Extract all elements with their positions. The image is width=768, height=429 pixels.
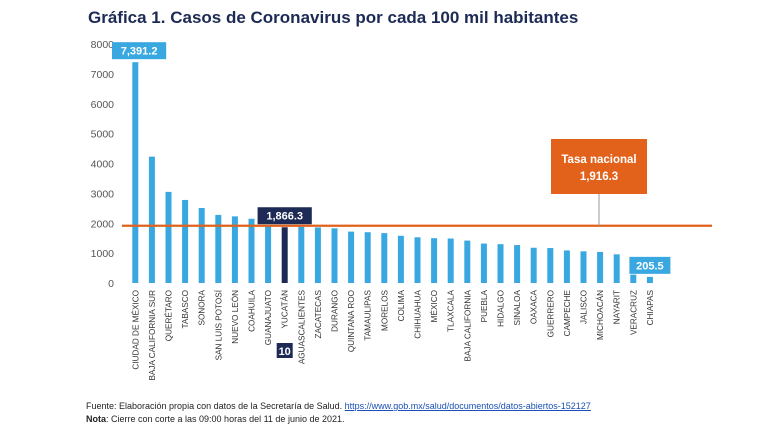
note-text: : Cierre con corte a las 09:00 horas del… [106, 413, 345, 424]
bar [447, 238, 454, 283]
bar [514, 245, 521, 283]
footer: Fuente: Elaboración propia con datos de … [86, 400, 591, 425]
national-rate-value: 1,916.3 [580, 171, 618, 183]
x-tick-label: ZACATECAS [314, 289, 323, 338]
x-tick-label: SINALOA [513, 289, 522, 325]
data-label-box [112, 42, 167, 60]
bar [281, 227, 288, 283]
x-tick-label: TAMAULIPAS [364, 289, 373, 340]
y-tick-label: 8000 [91, 39, 115, 51]
bar [348, 231, 355, 283]
x-tick-label: SAN LUIS POTOSÍ [213, 289, 223, 360]
data-label: 205.5 [636, 260, 664, 272]
x-tick-label: COLIMA [397, 289, 406, 321]
source-link[interactable]: https://www.gob.mx/salud/documentos/dato… [344, 401, 591, 411]
rank-badge [276, 343, 293, 358]
x-tick-label: NAYARIT [613, 290, 622, 324]
rank-badge-label: 10 [279, 346, 291, 358]
x-tick-label: CHIHUAHUA [414, 289, 423, 338]
bar [613, 254, 620, 283]
bar [231, 216, 238, 283]
bar [630, 274, 637, 283]
y-tick-label: 7000 [91, 69, 115, 81]
y-tick-label: 1000 [91, 248, 115, 260]
x-tick-label: QUERÉTARO [164, 290, 174, 341]
y-tick-label: 5000 [91, 129, 115, 141]
x-tick-label: CAMPECHE [563, 289, 572, 336]
bar [563, 250, 570, 283]
bar [364, 232, 371, 283]
x-tick-label: DURANGO [331, 290, 340, 332]
bar [646, 276, 653, 283]
x-tick-label: CHIAPAS [646, 289, 655, 325]
note-label: Nota [86, 413, 106, 424]
x-tick-label: BAJA CALIFORNIA [463, 289, 472, 361]
bars-group [132, 62, 653, 284]
bar [331, 228, 338, 283]
bar [414, 237, 421, 283]
y-tick-label: 2000 [91, 218, 115, 230]
y-tick-label: 6000 [91, 99, 115, 111]
y-tick-label: 0 [108, 278, 114, 290]
bar [182, 199, 189, 283]
bar [464, 240, 471, 283]
x-tick-label: COAHUILA [248, 289, 257, 331]
source-text: Fuente: Elaboración propia con datos de … [86, 401, 345, 411]
x-tick-label: HIDALGO [497, 290, 506, 327]
data-callouts: Tasa nacional 1,916.3 7,391.2 1,866.3 205.5 1… [112, 42, 671, 358]
bar [397, 235, 404, 283]
bar [132, 62, 139, 284]
bar-chart: 0 1000 2000 3000 4000 5000 6000 7000 8000 CIUDAD… [91, 39, 712, 381]
x-tick-label: TLAXCALA [447, 289, 456, 331]
x-tick-label: BAJA CALIFORNIA SUR [148, 290, 157, 381]
bar [530, 247, 537, 283]
x-tick-label: YUCATÁN [280, 290, 290, 329]
bar [265, 226, 272, 283]
bar [248, 218, 255, 283]
x-tick-label: JALISCO [580, 290, 589, 324]
bar [381, 233, 388, 283]
bar [597, 251, 604, 283]
y-tick-label: 4000 [91, 159, 115, 171]
x-tick-label: MORELOS [380, 289, 389, 330]
source-line: Fuente: Elaboración propia con datos de … [86, 400, 591, 413]
bar [497, 244, 504, 283]
bar [148, 156, 155, 283]
x-tick-label: MÉXICO [429, 290, 439, 322]
data-label: 1,866.3 [266, 211, 303, 223]
bar [198, 208, 205, 283]
y-tick-label: 3000 [91, 188, 115, 200]
bar [215, 214, 222, 283]
x-tick-label: OAXACA [530, 289, 539, 324]
x-tick-label: AGUASCALIENTES [297, 289, 306, 364]
x-tick-label: NUEVO LEÓN [230, 290, 240, 344]
bar [547, 248, 554, 283]
bar [165, 191, 172, 283]
bar [431, 238, 438, 283]
x-tick-label: GUERRERO [546, 290, 555, 337]
data-label-box [257, 207, 312, 225]
bar [480, 243, 487, 283]
y-axis: 0 1000 2000 3000 4000 5000 6000 7000 8000 [91, 39, 115, 290]
note-line: Nota: Cierre con corte a las 09:00 horas… [86, 413, 591, 426]
x-tick-label: TABASCO [181, 290, 190, 329]
data-label: 7,391.2 [121, 46, 158, 58]
x-tick-label: GUANAJUATO [264, 290, 273, 345]
x-tick-label: SONORA [198, 289, 207, 325]
bar [298, 226, 305, 283]
bar [580, 251, 587, 283]
x-tick-label: VERACRUZ [629, 290, 638, 335]
bar [314, 227, 321, 283]
data-label-box [629, 256, 671, 274]
x-axis-labels: CIUDAD DE MÉXICO BAJA CALIFORNIA SUR QUERÉ… [130, 289, 655, 380]
chart-title: Gráfica 1. Casos de Coronavirus por cada… [88, 8, 579, 27]
x-tick-label: PUEBLA [480, 289, 489, 322]
national-rate-label: Tasa nacional [561, 154, 636, 166]
x-tick-label: CIUDAD DE MÉXICO [130, 290, 140, 370]
national-rate-box [551, 139, 647, 194]
x-tick-label: MICHOACÁN [595, 290, 605, 340]
x-tick-label: QUINTANA ROO [347, 290, 356, 352]
